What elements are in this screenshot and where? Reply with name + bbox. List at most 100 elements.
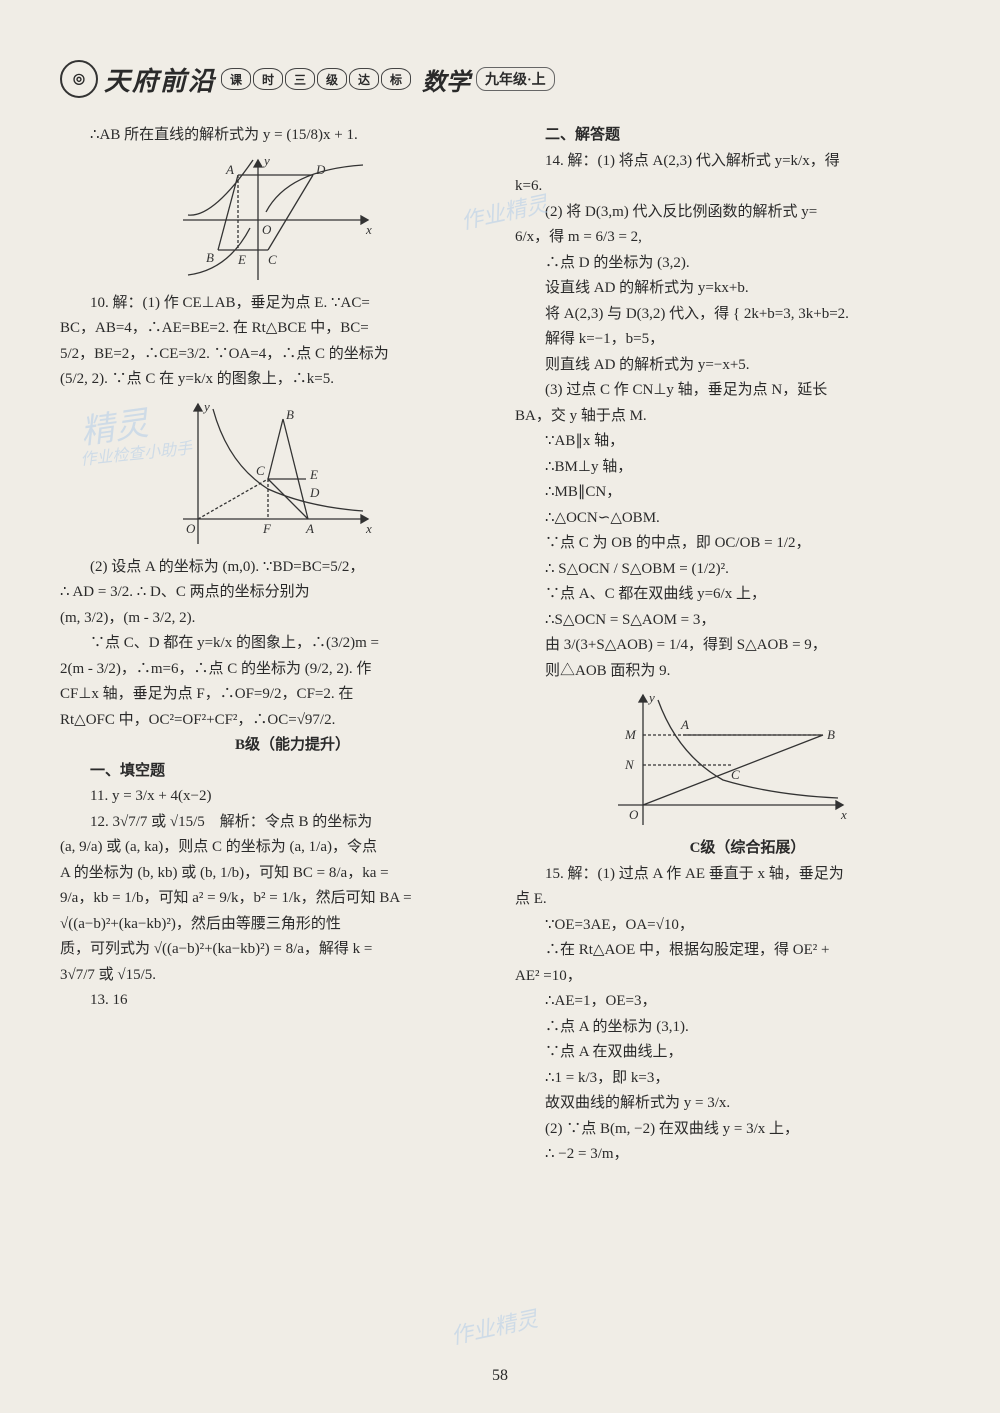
page-header: ◎ 天府前沿 课 时 三 级 达 标 数学 九年级·上 — [60, 60, 950, 98]
watermark: 作业精灵 — [448, 1301, 541, 1351]
text-line: ∴AB 所在直线的解析式为 y = (15/8)x + 1. — [60, 123, 495, 149]
bubble-4: 达 — [349, 68, 379, 90]
text-line: BA，交 y 轴于点 M. — [515, 404, 950, 430]
text-line: ∴ −2 = 3/m， — [515, 1142, 950, 1168]
text-line: 11. y = 3/x + 4(x−2) — [60, 784, 495, 810]
text-line: CF⊥x 轴，垂足为点 F，∴OF=9/2，CF=2. 在 — [60, 682, 495, 708]
label-C: C — [268, 252, 277, 267]
text-line: ∴在 Rt△AOE 中，根据勾股定理，得 OE² + — [515, 938, 950, 964]
text-line: √((a−b)²+(ka−kb)²)，然后由等腰三角形的性 — [60, 912, 495, 938]
text-line: 12. 3√7/7 或 √15/5 解析：令点 B 的坐标为 — [60, 810, 495, 836]
section-b-label: B级（能力提升） — [60, 733, 495, 759]
text-line: 解得 k=−1，b=5， — [515, 327, 950, 353]
text-line: (m, 3/2)，(m - 3/2, 2). — [60, 606, 495, 632]
text-line: 14. 解：(1) 将点 A(2,3) 代入解析式 y=k/x，得 — [515, 149, 950, 175]
label-A: A — [225, 162, 234, 177]
label-F: F — [262, 521, 272, 536]
text-line: ∴S△OCN = S△AOM = 3， — [515, 608, 950, 634]
text-line: ∵点 C、D 都在 y=k/x 的图象上，∴(3/2)m = — [60, 631, 495, 657]
section-c-label: C级（综合拓展） — [515, 836, 950, 862]
text-line: ∴ S△OCN / S△OBM = (1/2)². — [515, 557, 950, 583]
label-x: x — [365, 521, 372, 536]
bubble-3: 级 — [317, 68, 347, 90]
text-line: 故双曲线的解析式为 y = 3/x. — [515, 1091, 950, 1117]
right-column: 二、解答题 14. 解：(1) 将点 A(2,3) 代入解析式 y=k/x，得 … — [515, 123, 950, 1168]
label-M: M — [624, 727, 637, 742]
graph-q9: A B C D E O x y — [178, 155, 378, 285]
text-line: k=6. — [515, 174, 950, 200]
label-y: y — [262, 155, 270, 168]
grade-badge: 九年级·上 — [476, 67, 555, 91]
text-line: (a, 9/a) 或 (a, ka)，则点 C 的坐标为 (a, 1/a)，令点 — [60, 835, 495, 861]
label-B: B — [827, 727, 835, 742]
text-line: ∵点 C 为 OB 的中点，即 OC/OB = 1/2， — [515, 531, 950, 557]
page: ◎ 天府前沿 课 时 三 级 达 标 数学 九年级·上 ∴AB 所在直线的解析式… — [0, 0, 1000, 1413]
text-line: ∵OE=3AE，OA=√10， — [515, 913, 950, 939]
text-line: A 的坐标为 (b, kb) 或 (b, 1/b)，可知 BC = 8/a，ka… — [60, 861, 495, 887]
text-line: ∴ AD = 3/2. ∴ D、C 两点的坐标分别为 — [60, 580, 495, 606]
label-E: E — [237, 252, 246, 267]
label-E: E — [309, 467, 318, 482]
label-C: C — [256, 463, 265, 478]
label-y: y — [202, 399, 210, 414]
text-line: AE² =10， — [515, 964, 950, 990]
target-icon: ◎ — [60, 60, 98, 98]
subject: 数学 — [422, 62, 470, 97]
text-line: 点 E. — [515, 887, 950, 913]
label-x: x — [365, 222, 372, 237]
text-line: ∴BM⊥y 轴， — [515, 455, 950, 481]
text-line: BC，AB=4，∴AE=BE=2. 在 Rt△BCE 中，BC= — [60, 316, 495, 342]
text-line: ∴1 = k/3，即 k=3， — [515, 1066, 950, 1092]
label-N: N — [624, 757, 635, 772]
text-line: (2) ∵点 B(m, −2) 在双曲线 y = 3/x 上， — [515, 1117, 950, 1143]
text-line: 13. 16 — [60, 988, 495, 1014]
text-line: Rt△OFC 中，OC²=OF²+CF²，∴OC=√97/2. — [60, 708, 495, 734]
text-line: 9/a，kb = 1/b，可知 a² = 9/k，b² = 1/k，然后可知 B… — [60, 886, 495, 912]
text-line: ∴△OCN∽△OBM. — [515, 506, 950, 532]
header-bubbles: 课 时 三 级 达 标 — [220, 68, 412, 90]
label-C: C — [731, 767, 740, 782]
label-O: O — [262, 222, 272, 237]
label-x: x — [840, 807, 847, 822]
text-line: 6/x，得 m = 6/3 = 2, — [515, 225, 950, 251]
left-column: ∴AB 所在直线的解析式为 y = (15/8)x + 1. A B C — [60, 123, 495, 1168]
text-line: 质，可列式为 √((a−b)²+(ka−kb)²) = 8/a，解得 k = — [60, 937, 495, 963]
bubble-5: 标 — [381, 68, 411, 90]
graph-q10: O F A B C D E x y — [178, 399, 378, 549]
text-line: 10. 解：(1) 作 CE⊥AB，垂足为点 E. ∵AC= — [60, 291, 495, 317]
label-O: O — [186, 521, 196, 536]
text-line: ∴AE=1，OE=3， — [515, 989, 950, 1015]
text-line: ∵点 A、C 都在双曲线 y=6/x 上， — [515, 582, 950, 608]
text-line: 3√7/7 或 √15/5. — [60, 963, 495, 989]
fill-blank-label: 一、填空题 — [60, 759, 495, 785]
text-line: 则△AOB 面积为 9. — [515, 659, 950, 685]
text-line: (2) 将 D(3,m) 代入反比例函数的解析式 y= — [515, 200, 950, 226]
text-line: 由 3/(3+S△AOB) = 1/4，得到 S△AOB = 9， — [515, 633, 950, 659]
label-D: D — [315, 162, 326, 177]
text-line: 2(m - 3/2)，∴m=6，∴点 C 的坐标为 (9/2, 2). 作 — [60, 657, 495, 683]
text-line: (3) 过点 C 作 CN⊥y 轴，垂足为点 N，延长 — [515, 378, 950, 404]
brand-title: 天府前沿 — [104, 61, 216, 98]
label-B: B — [286, 407, 294, 422]
graph-q14: O M N A B C x y — [613, 690, 853, 830]
columns: ∴AB 所在直线的解析式为 y = (15/8)x + 1. A B C — [60, 123, 950, 1168]
text-line: 5/2，BE=2，∴CE=3/2. ∵OA=4，∴点 C 的坐标为 — [60, 342, 495, 368]
text-line: ∵点 A 在双曲线上， — [515, 1040, 950, 1066]
label-O: O — [629, 807, 639, 822]
bubble-2: 三 — [285, 68, 315, 90]
solve-label: 二、解答题 — [515, 123, 950, 149]
text-line: ∵AB∥x 轴， — [515, 429, 950, 455]
text-line: 则直线 AD 的解析式为 y=−x+5. — [515, 353, 950, 379]
text-line: ∴MB∥CN， — [515, 480, 950, 506]
label-A: A — [305, 521, 314, 536]
text-line: (2) 设点 A 的坐标为 (m,0). ∵BD=BC=5/2， — [60, 555, 495, 581]
label-A: A — [680, 717, 689, 732]
bubble-0: 课 — [221, 68, 251, 90]
text-line: 15. 解：(1) 过点 A 作 AE 垂直于 x 轴，垂足为 — [515, 862, 950, 888]
text-line: ∴点 A 的坐标为 (3,1). — [515, 1015, 950, 1041]
page-number: 58 — [0, 1367, 1000, 1385]
label-D: D — [309, 485, 320, 500]
text-line: ∴点 D 的坐标为 (3,2). — [515, 251, 950, 277]
text-line: 设直线 AD 的解析式为 y=kx+b. — [515, 276, 950, 302]
bubble-1: 时 — [253, 68, 283, 90]
